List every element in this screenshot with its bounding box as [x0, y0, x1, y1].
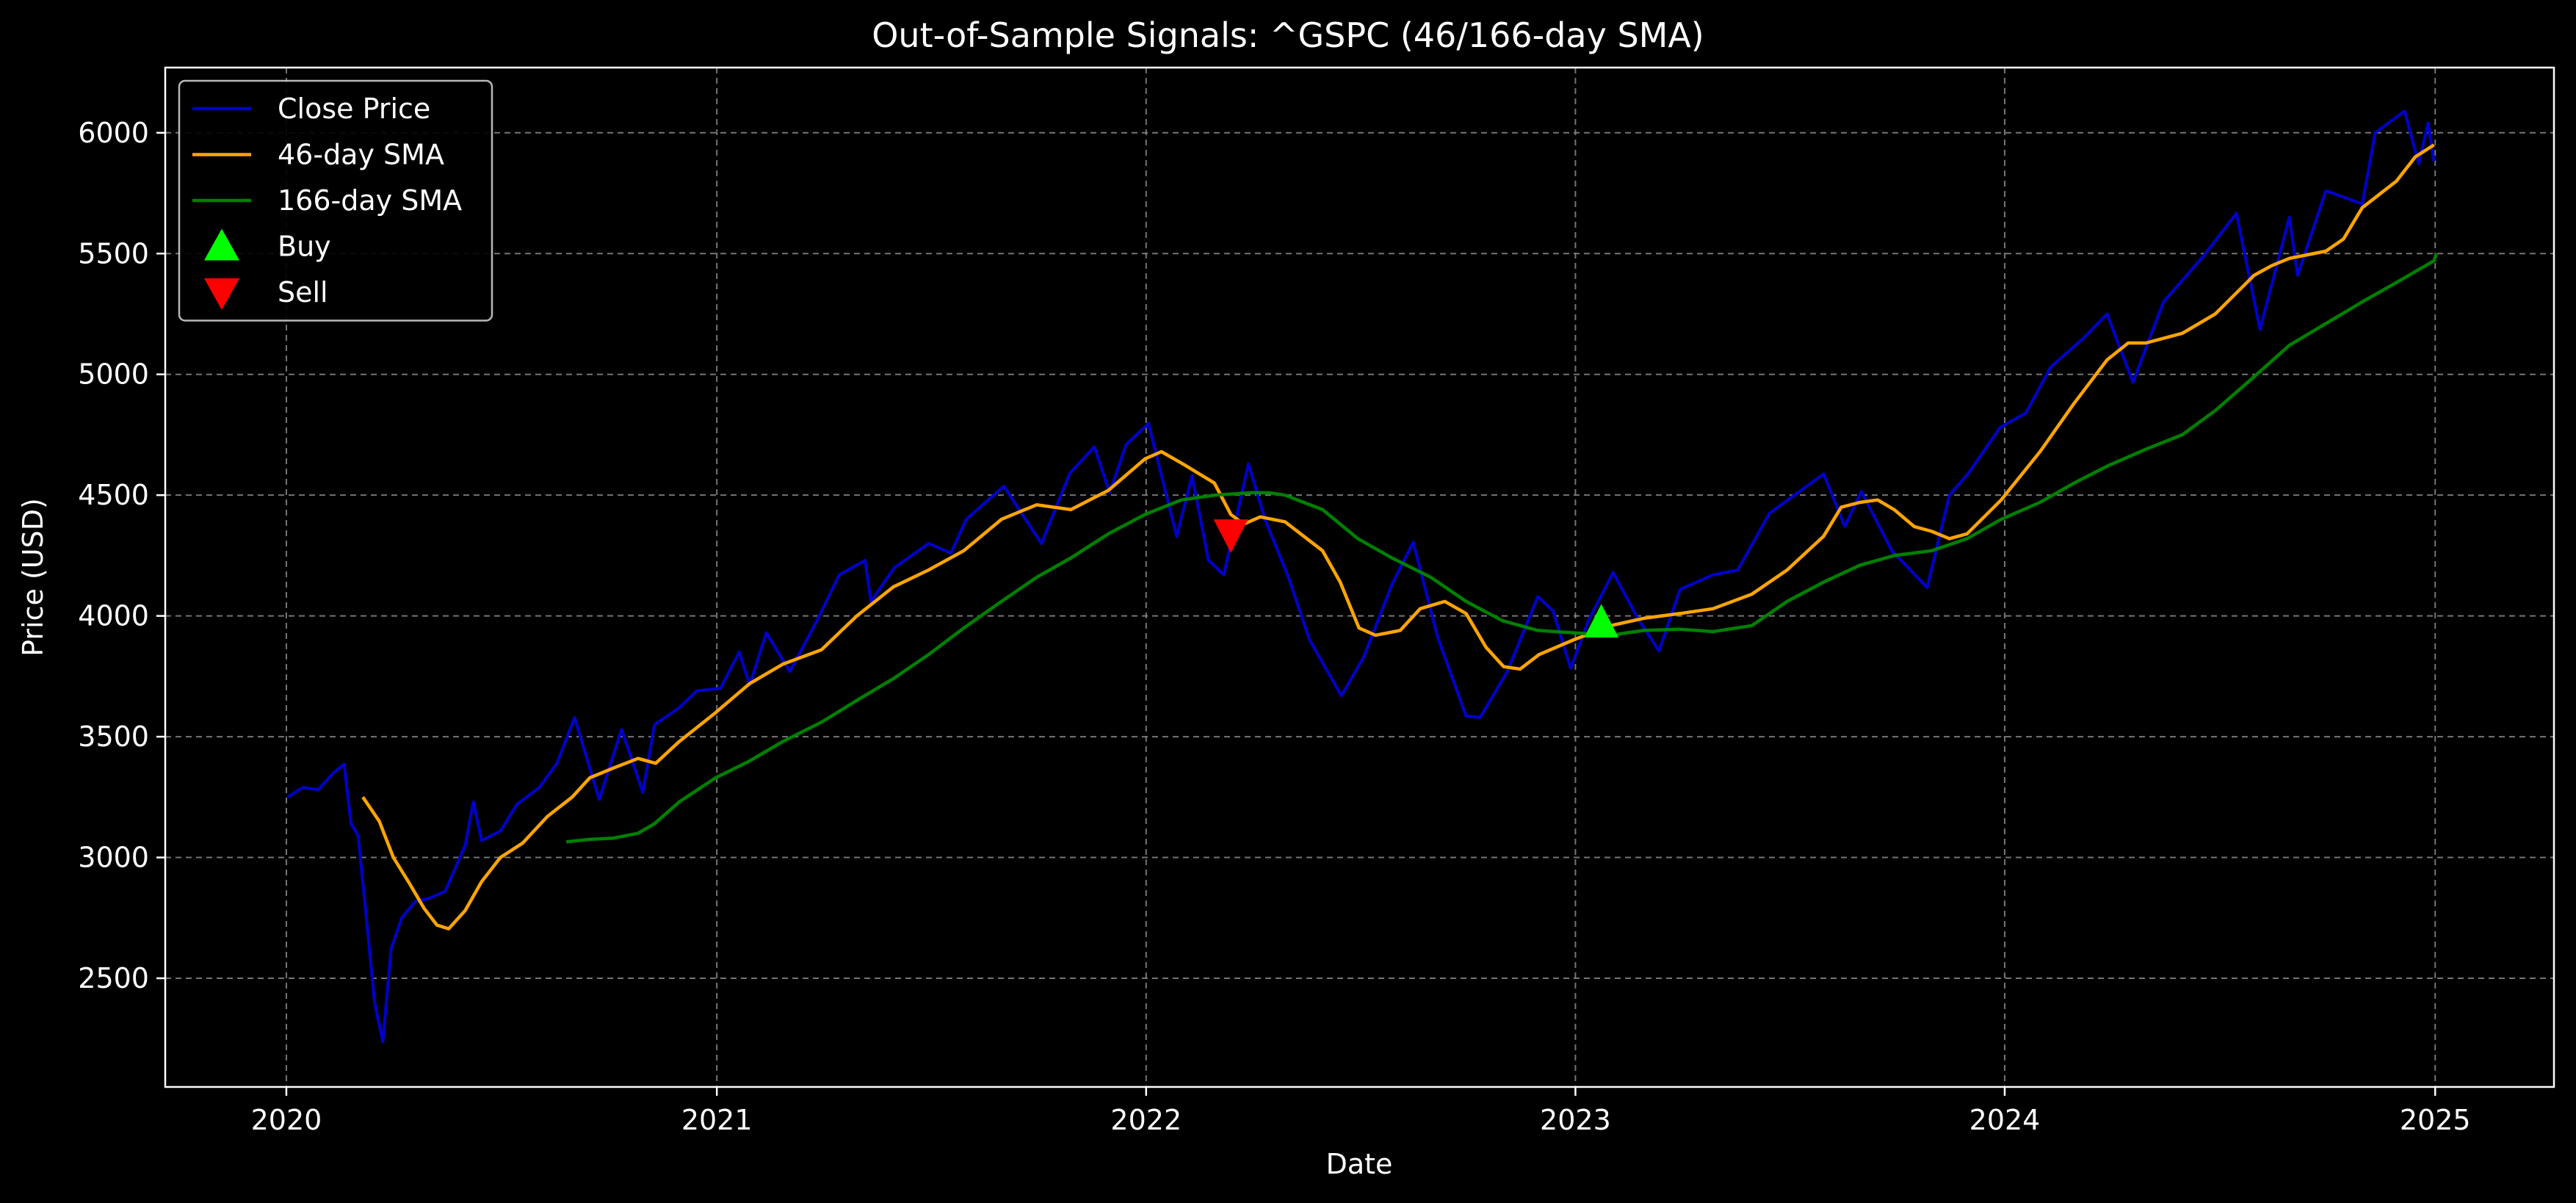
- y-tick-label: 5500: [78, 237, 149, 270]
- y-tick-label: 6000: [78, 117, 149, 149]
- plot-frame: [164, 66, 2555, 1088]
- chart-title: Out-of-Sample Signals: ^GSPC (46/166-day…: [872, 15, 1704, 55]
- legend-box: [178, 79, 493, 322]
- x-axis-ticks: 2020 2021 2022 2023 2024 2025: [251, 1087, 2471, 1136]
- signal-layer: [1213, 519, 1619, 637]
- y-tick-label: 2500: [78, 962, 149, 994]
- legend-label: Sell: [278, 276, 328, 308]
- buy-signal-marker: [1584, 604, 1619, 637]
- sell-signal-marker: [1213, 519, 1248, 553]
- x-tick-label: 2020: [251, 1104, 322, 1136]
- sma-46-line: [361, 143, 2435, 931]
- x-tick-label: 2024: [1969, 1104, 2041, 1136]
- legend-sell-marker: [204, 278, 239, 310]
- x-tick-label: 2022: [1110, 1104, 1182, 1136]
- legend-label: Buy: [278, 231, 331, 263]
- x-tick-label: 2023: [1540, 1104, 1611, 1136]
- y-tick-label: 3000: [78, 842, 149, 874]
- sma-166-line: [565, 253, 2438, 844]
- y-tick-label: 5000: [78, 358, 149, 391]
- y-tick-label: 4000: [78, 600, 149, 632]
- legend: Close Price 46-day SMA 166-day SMA Buy Sell: [178, 79, 493, 322]
- y-tick-label: 4500: [78, 479, 149, 511]
- grid-layer: [165, 68, 2554, 1087]
- legend-label: Close Price: [278, 93, 430, 125]
- series-layer: [286, 109, 2438, 1044]
- close-price-line: [286, 109, 2436, 1044]
- legend-buy-marker: [204, 228, 239, 261]
- x-tick-label: 2025: [2400, 1104, 2471, 1136]
- y-axis-ticks: 2500 3000 3500 4000 4500 5000 5500 6000: [78, 117, 165, 994]
- legend-label: 166-day SMA: [278, 184, 462, 217]
- y-tick-label: 3500: [78, 720, 149, 753]
- x-tick-label: 2021: [681, 1104, 753, 1136]
- legend-label: 46-day SMA: [278, 139, 444, 171]
- y-axis-label: Price (USD): [17, 498, 49, 657]
- x-axis-label: Date: [1326, 1148, 1393, 1180]
